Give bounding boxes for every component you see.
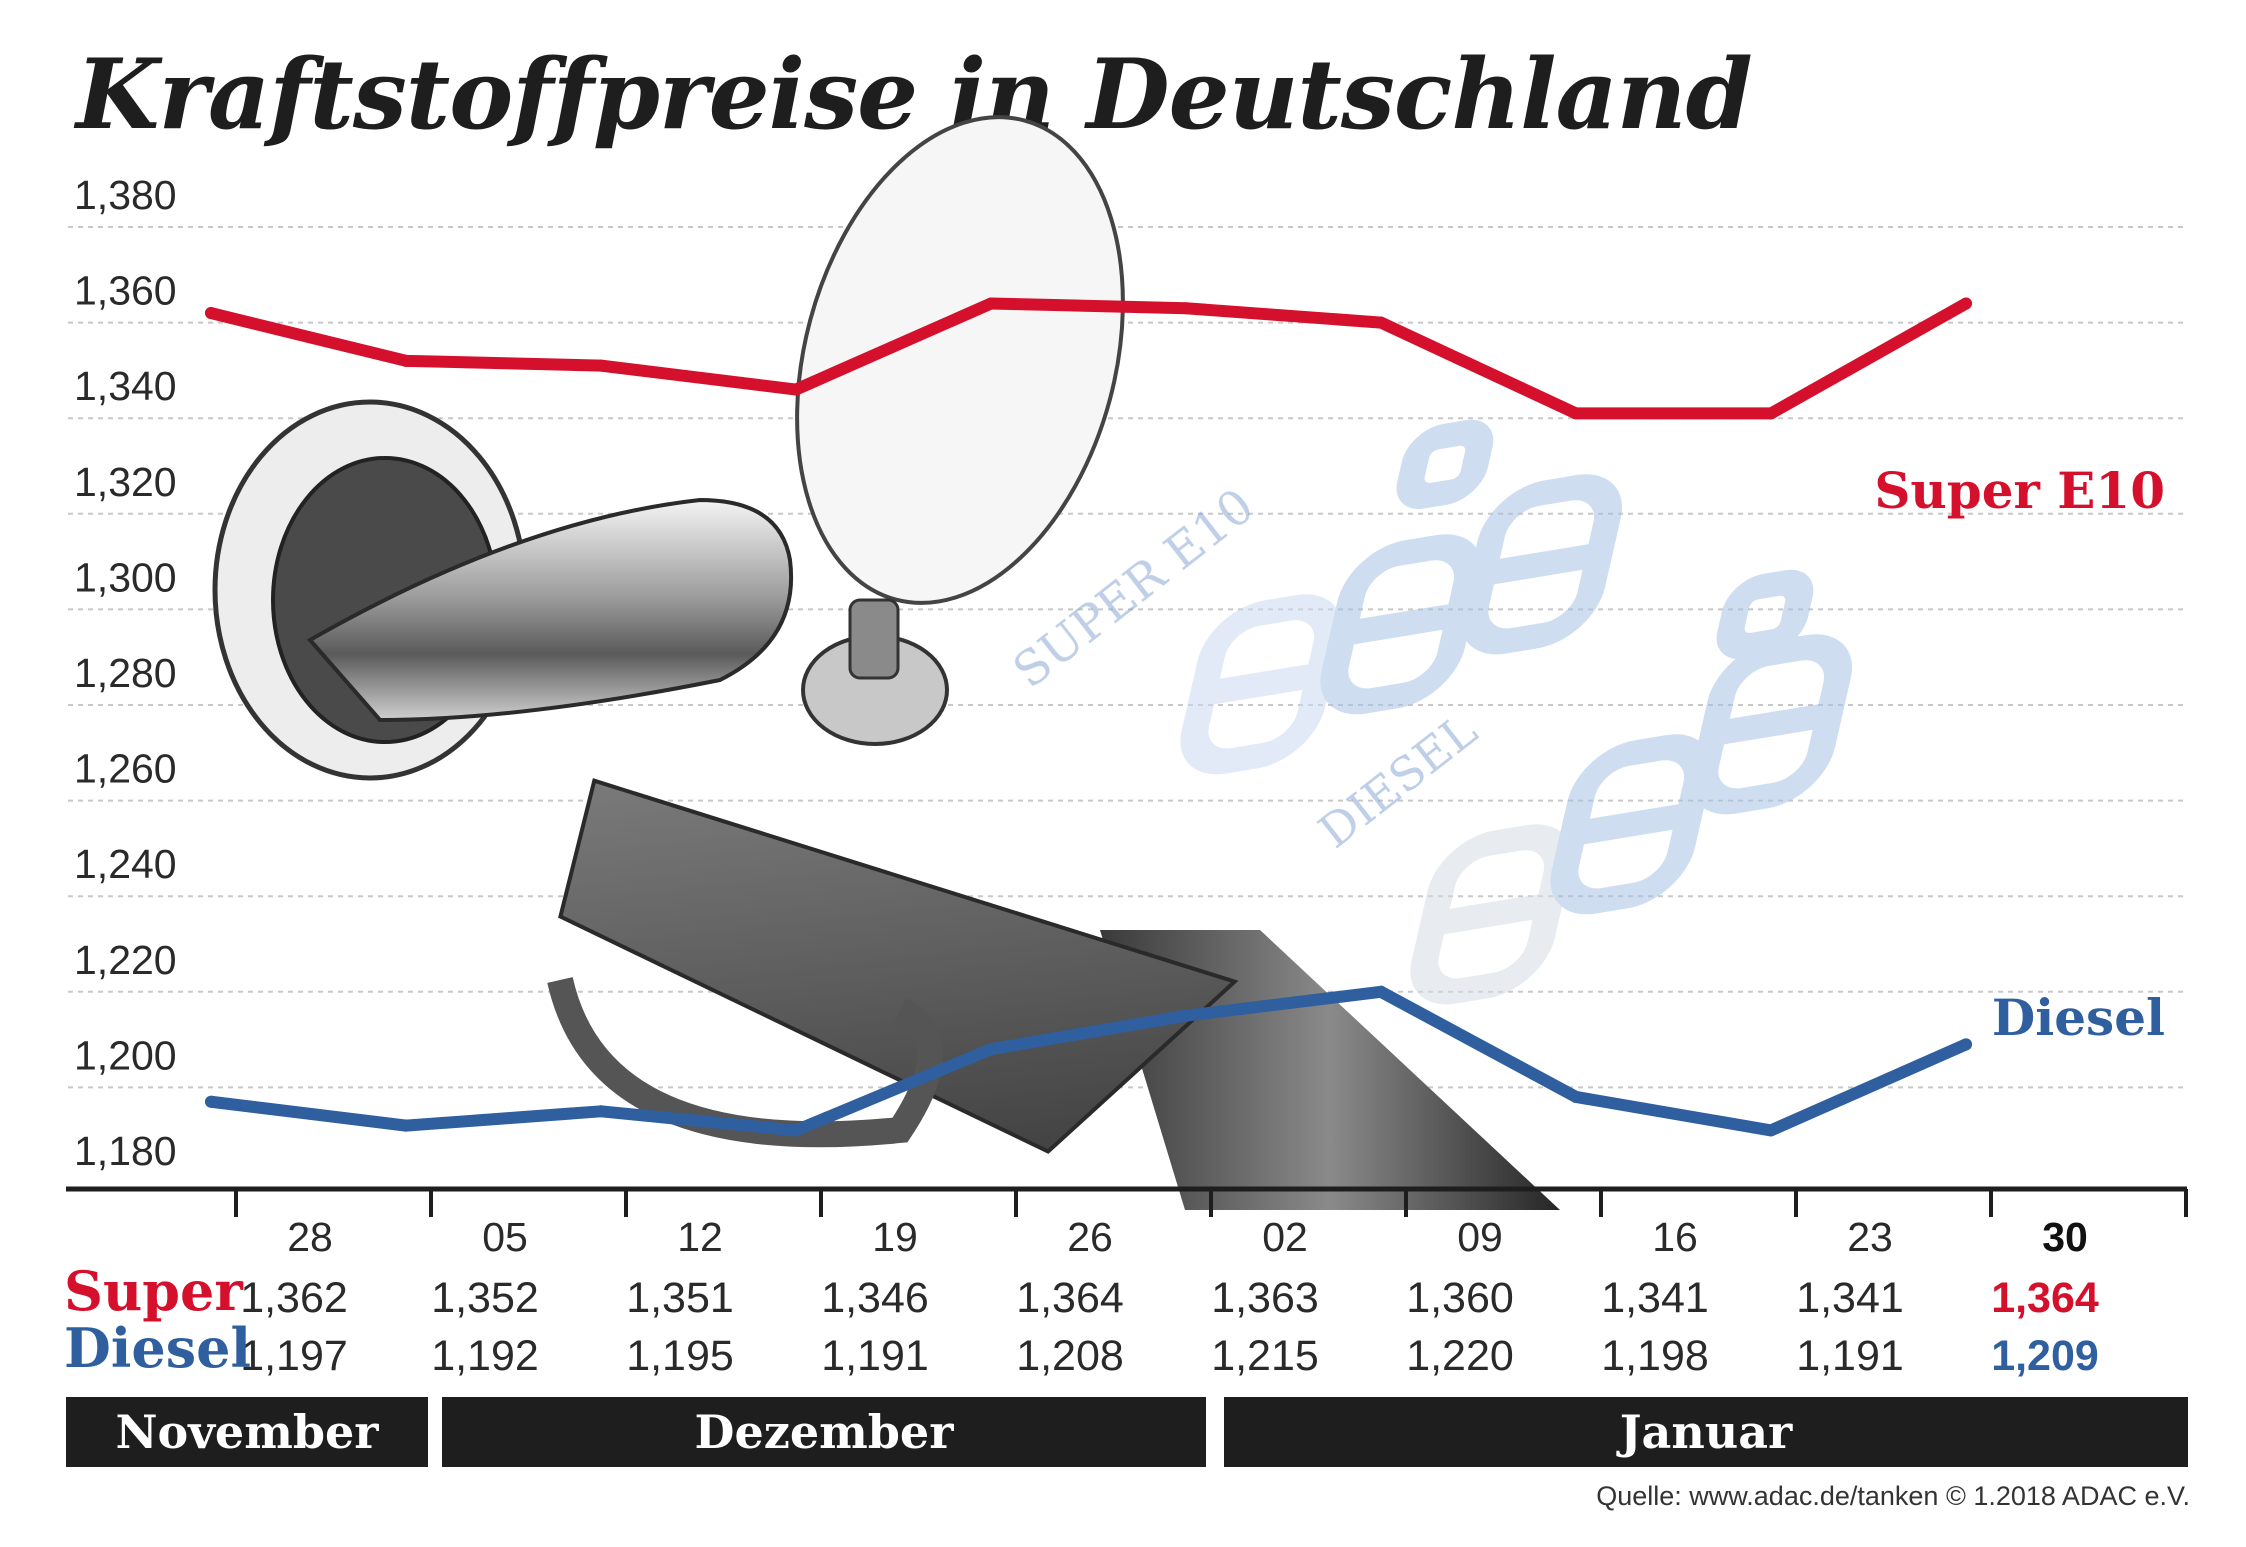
y-tick-label: 1,360 <box>74 268 177 314</box>
nozzle-grip <box>558 778 1239 1154</box>
super-e10-point <box>790 383 802 396</box>
nozzle-trigger-guard <box>547 977 943 1148</box>
diesel-value-cell: 1,195 <box>626 1332 734 1380</box>
diesel-point <box>985 1043 997 1056</box>
diesel-value-cell: 1,209 <box>1991 1332 2099 1380</box>
y-tick-label: 1,260 <box>74 746 177 792</box>
y-tick-label: 1,280 <box>74 650 177 696</box>
diesel-series-label: Diesel <box>1992 988 2165 1047</box>
display-digit <box>1460 474 1623 655</box>
y-tick-label: 1,180 <box>74 1128 177 1174</box>
x-tick-label: 28 <box>287 1214 333 1260</box>
diesel-point <box>595 1105 607 1118</box>
super-e10-point <box>205 307 217 320</box>
diesel-value-cell: 1,208 <box>1016 1332 1124 1380</box>
month-band-dezember: Dezember <box>442 1397 1206 1467</box>
super-e10-line <box>205 297 1972 420</box>
diesel-point <box>400 1119 412 1132</box>
display-digit <box>1320 534 1483 715</box>
y-tick-label: 1,200 <box>74 1032 177 1078</box>
super-e10-point <box>1570 407 1582 420</box>
super-e10-point <box>985 297 997 310</box>
diesel-point <box>1180 1009 1192 1022</box>
value-table: 1,362 1,352 1,351 1,346 1,364 1,363 1,360 1,341… <box>240 1274 2099 1380</box>
super-e10-point <box>1765 407 1777 420</box>
diesel-value-cell: 1,220 <box>1406 1332 1514 1380</box>
diesel-line <box>205 985 1972 1137</box>
super-value-cell: 1,352 <box>431 1274 539 1322</box>
diesel-point <box>1570 1090 1582 1103</box>
y-tick-label: 1,340 <box>74 363 177 409</box>
diesel-point <box>1375 985 1387 998</box>
diesel-value-cell: 1,215 <box>1211 1332 1319 1380</box>
y-tick-label: 1,220 <box>74 937 177 983</box>
pump-display-watermark: SUPER E10 DIESEL <box>1003 419 1853 1005</box>
x-tick-label: 16 <box>1652 1214 1698 1260</box>
super-e10-point <box>1180 302 1192 315</box>
super-value-cell: 1,341 <box>1601 1274 1709 1322</box>
display-digit <box>1180 594 1343 775</box>
display-digit <box>1550 734 1713 915</box>
display-digit <box>1410 824 1573 1005</box>
y-tick-label: 1,380 <box>74 172 177 218</box>
cap-knob-top <box>848 598 900 680</box>
super-value-cell: 1,363 <box>1211 1274 1319 1322</box>
diesel-value-cell: 1,198 <box>1601 1332 1709 1380</box>
x-tick-label: 30 <box>2042 1214 2088 1260</box>
x-tick-label: 19 <box>872 1214 918 1260</box>
y-tick-label: 1,240 <box>74 841 177 887</box>
y-tick-label: 1,320 <box>74 459 177 505</box>
chart-title: Kraftstoffpreise in Deutschland <box>76 38 1753 151</box>
month-band-november: November <box>66 1397 428 1467</box>
diesel-value-cell: 1,191 <box>821 1332 929 1380</box>
super-e10-point <box>400 354 412 367</box>
display-digit <box>1690 634 1853 815</box>
source-note: Quelle: www.adac.de/tanken © 1.2018 ADAC… <box>1596 1481 2190 1511</box>
x-tick-label: 12 <box>677 1214 723 1260</box>
super-value-cell: 1,351 <box>626 1274 734 1322</box>
super-e10-point <box>1375 316 1387 329</box>
display-diesel-label: DIESEL <box>1309 703 1487 859</box>
super-value-cell: 1,364 <box>1016 1274 1124 1322</box>
diesel-row-label: Diesel <box>64 1316 251 1380</box>
super-value-cell: 1,341 <box>1796 1274 1904 1322</box>
super-value-cell: 1,346 <box>821 1274 929 1322</box>
diesel-point <box>1765 1124 1777 1137</box>
super-value-cell: 1,362 <box>240 1274 348 1322</box>
super-e10-point <box>1960 297 1972 310</box>
x-tick-label: 05 <box>482 1214 528 1260</box>
diesel-value-cell: 1,197 <box>240 1332 348 1380</box>
display-digit-small <box>1716 569 1814 659</box>
super-row-label: Super <box>64 1259 243 1323</box>
y-tick-label: 1,300 <box>74 554 177 600</box>
super-e10-point <box>595 359 607 372</box>
month-band-januar: Januar <box>1224 1397 2188 1467</box>
x-tick-label: 09 <box>1457 1214 1503 1260</box>
diesel-value-cell: 1,192 <box>431 1332 539 1380</box>
x-tick-label: 23 <box>1847 1214 1893 1260</box>
super-value-cell: 1,364 <box>1991 1274 2099 1322</box>
fuel-flap-door <box>795 115 1125 605</box>
diesel-point <box>205 1095 217 1108</box>
fuel-nozzle-illustration <box>212 115 1560 1210</box>
display-digit-small <box>1396 419 1494 509</box>
x-tick-label: 26 <box>1067 1214 1113 1260</box>
y-axis-ticks: 1,380 1,360 1,340 1,320 1,300 1,280 1,260 1,240… <box>74 172 177 1174</box>
diesel-point <box>790 1124 802 1137</box>
super-series-label: Super E10 <box>1874 461 2165 520</box>
x-tick-label: 02 <box>1262 1214 1308 1260</box>
nozzle-spout <box>306 497 794 723</box>
diesel-point <box>1960 1038 1972 1051</box>
series-lines <box>205 297 1972 1137</box>
x-axis: 28 05 12 19 26 02 09 16 23 30 <box>66 1186 2188 1260</box>
diesel-value-cell: 1,191 <box>1796 1332 1904 1380</box>
super-value-cell: 1,360 <box>1406 1274 1514 1322</box>
